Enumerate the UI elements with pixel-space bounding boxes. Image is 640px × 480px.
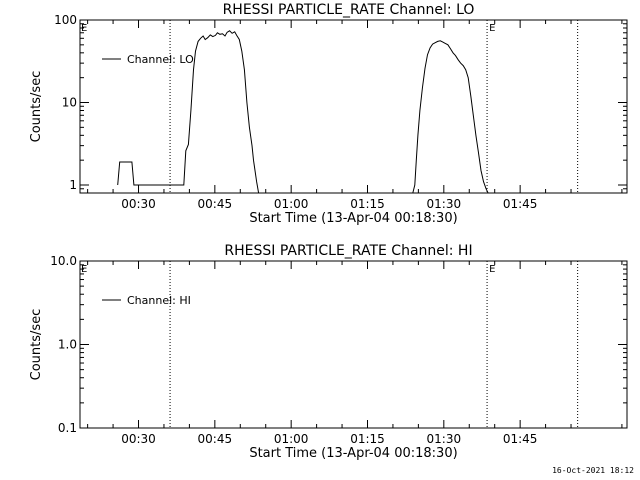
legend-entry: Channel: HI [127,294,191,307]
event-marker-label: E [489,264,495,275]
y-tick-label: 0.1 [58,421,77,435]
corner-marker-label: E [81,23,87,34]
x-axis-label: Start Time (13-Apr-04 00:18:30) [249,446,457,461]
x-tick-label: 00:45 [198,432,233,446]
x-tick-label: 01:30 [427,197,462,211]
x-tick-label: 01:15 [350,432,385,446]
corner-marker-label: E [81,264,87,275]
x-tick-label: 00:30 [121,432,156,446]
legend-entry: Channel: LO [127,53,194,66]
y-axis-label: Counts/sec [29,71,44,143]
y-tick-label: 1.0 [58,338,77,352]
x-tick-label: 00:45 [198,197,233,211]
x-axis-label: Start Time (13-Apr-04 00:18:30) [249,211,457,226]
x-tick-label: 00:30 [121,197,156,211]
x-tick-label: 01:15 [350,197,385,211]
x-tick-label: 01:45 [503,197,538,211]
y-tick-label: 100 [54,13,77,27]
y-axis-label: Counts/sec [29,309,44,381]
chart-title: RHESSI PARTICLE_RATE Channel: HI [224,243,472,259]
x-tick-label: 01:00 [274,432,309,446]
y-tick-label: 10.0 [50,254,77,268]
plot-frame [79,19,628,194]
plot-frame [79,260,628,429]
x-tick-label: 01:00 [274,197,309,211]
x-tick-label: 01:30 [427,432,462,446]
y-tick-label: 10 [62,96,77,110]
chart-title: RHESSI PARTICLE_RATE Channel: LO [223,2,475,18]
series-line [117,30,489,193]
x-tick-label: 01:45 [503,432,538,446]
y-tick-label: 1 [69,178,77,192]
event-marker-label: E [489,23,495,34]
render-timestamp: 16-Oct-2021 18:12 [552,466,634,475]
